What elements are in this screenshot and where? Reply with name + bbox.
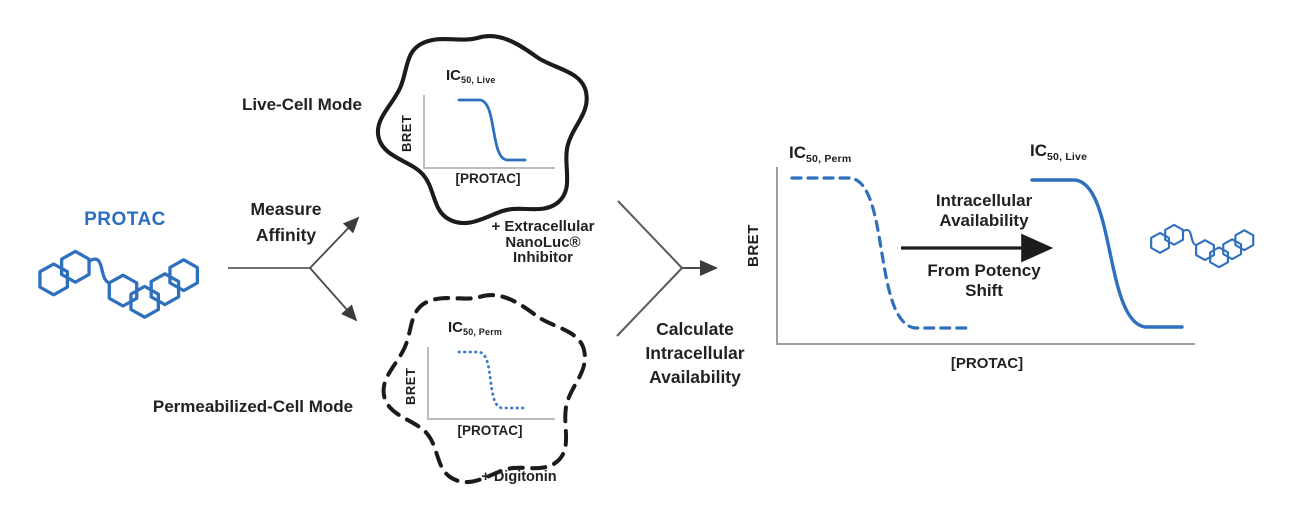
measure-affinity-line1: Measure — [250, 199, 322, 219]
digitonin-note: + Digitonin — [481, 469, 557, 485]
calculate-line1: Calculate — [656, 319, 734, 339]
result-plot-area — [776, 167, 1195, 345]
protac-molecule-icon — [38, 249, 200, 319]
protac-label: PROTAC — [84, 209, 166, 230]
ic50-perm-result-prefix: IC — [789, 143, 806, 162]
result-perm-curve — [790, 176, 971, 330]
protac-molecule-result-icon — [1150, 223, 1255, 269]
result-plot-ylabel: BRET — [745, 224, 762, 267]
extracellular-note-line1: + Extracellular — [491, 218, 595, 235]
annotation-line1: Intracellular — [935, 191, 1033, 210]
calculate-line3: Availability — [649, 367, 741, 387]
converge-line-bottom — [616, 267, 683, 337]
live-plot-ylabel: BRET — [399, 114, 414, 152]
perm-plot-xlabel: [PROTAC] — [457, 423, 523, 438]
ic50-live-result-prefix: IC — [1030, 141, 1047, 160]
calculate-availability-label: Calculate Intracellular Availability — [622, 317, 768, 389]
result-plot-xlabel: [PROTAC] — [950, 355, 1024, 372]
permeabilized-cell-mode-label: Permeabilized-Cell Mode — [152, 397, 354, 416]
extracellular-note-line2: NanoLuc® — [505, 233, 581, 251]
intracellular-availability-annotation: Intracellular Availability — [906, 191, 1062, 231]
measure-affinity-label: Measure Affinity — [229, 196, 343, 248]
extracellular-inhibitor-note: + Extracellular NanoLuc® Inhibitor — [468, 219, 618, 266]
fork-arrow-down — [309, 267, 358, 322]
fork-arrow-up — [309, 216, 360, 269]
live-sigmoid-curve — [457, 98, 527, 162]
annotation-line3: From Potency — [927, 261, 1041, 280]
result-live-curve — [1030, 178, 1184, 329]
from-potency-shift-annotation: From Potency Shift — [906, 261, 1062, 301]
live-plot-area — [423, 95, 555, 169]
result-curves — [790, 176, 1184, 330]
perm-sigmoid-curve — [457, 350, 527, 410]
ic50-perm-result-sub: 50, Perm — [806, 153, 852, 165]
ic50-live-mini-sub: 50, Live — [461, 75, 496, 85]
ic50-perm-mini-prefix: IC — [448, 319, 463, 336]
ic50-live-result-label: IC50, Live — [1030, 141, 1087, 163]
live-plot-xlabel: [PROTAC] — [455, 171, 521, 186]
perm-plot-ylabel: BRET — [403, 367, 418, 405]
annotation-line2: Availability — [939, 211, 1029, 230]
ic50-perm-mini-sub: 50, Perm — [463, 327, 503, 337]
annotation-line4: Shift — [965, 281, 1003, 300]
extracellular-note-line3: Inhibitor — [513, 249, 573, 266]
converge-line-top — [617, 200, 683, 269]
ic50-perm-result-label: IC50, Perm — [789, 143, 851, 165]
ic50-live-mini-label: IC50, Live — [446, 67, 496, 85]
live-cell-mode-label: Live-Cell Mode — [242, 95, 362, 114]
ic50-live-result-sub: 50, Live — [1047, 151, 1088, 163]
ic50-perm-mini-label: IC50, Perm — [448, 319, 502, 337]
perm-plot-area — [427, 347, 555, 420]
calculate-line2: Intracellular — [645, 343, 745, 363]
measure-affinity-line2: Affinity — [255, 225, 317, 245]
ic50-live-mini-prefix: IC — [446, 67, 461, 84]
